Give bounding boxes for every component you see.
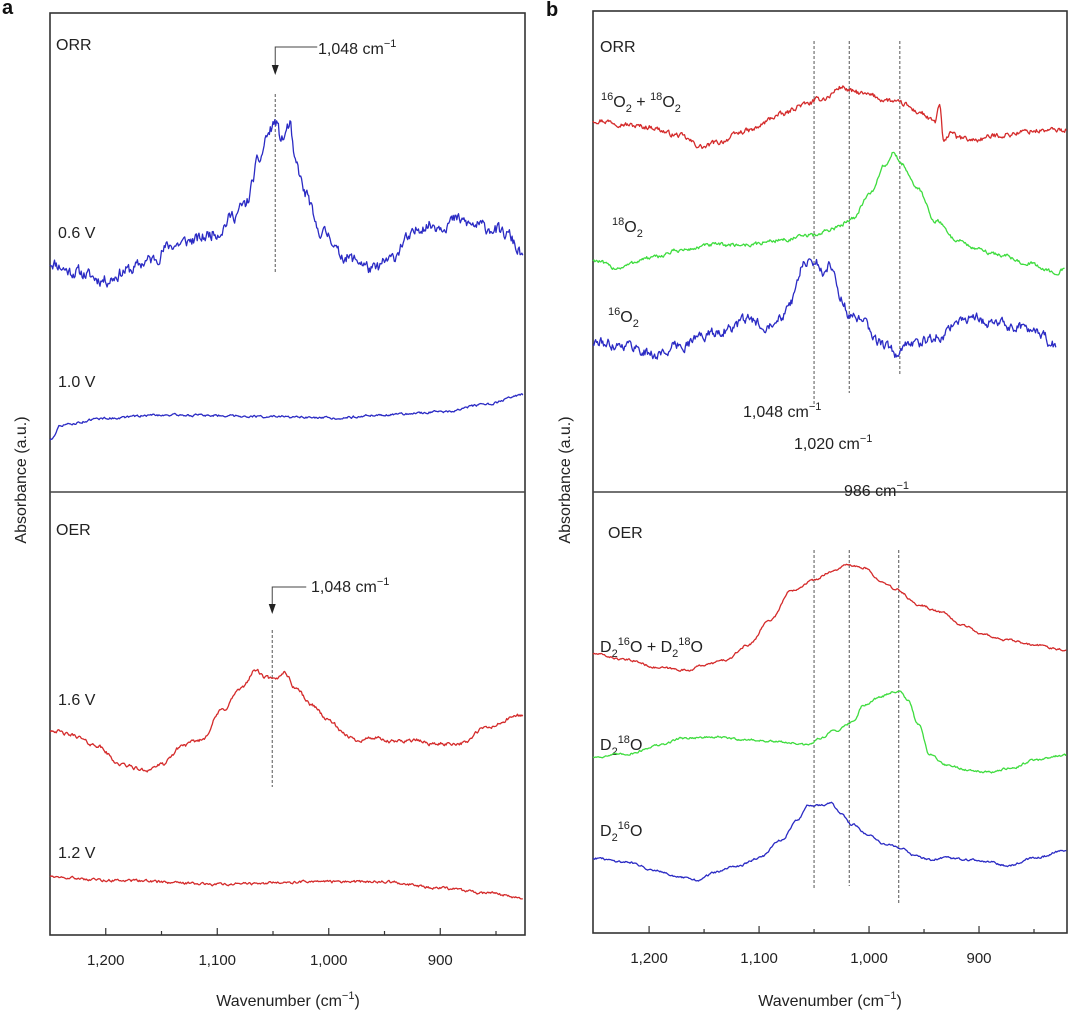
panel-a-oer-label: OER — [56, 522, 91, 539]
panel-a-orr-label: ORR — [56, 37, 92, 54]
panel-a-x-axis-label: Wavenumber (cm−1) — [216, 990, 360, 1010]
panel-b-series-labels: 16O2 + 18O2 18O2 16O2 D216O + D218O D218O D21… — [600, 91, 703, 844]
series-line-16o2 — [592, 258, 1057, 360]
panel-b-orr-label: ORR — [600, 39, 636, 56]
x-tick-label: 900 — [967, 950, 992, 967]
panel-a-x-ticks: 1,200 1,100 1,000 900 — [87, 928, 497, 969]
x-tick-label: 1,100 — [740, 950, 778, 967]
series-label: D216O + D218O — [600, 636, 703, 660]
panel-b-x-ticks: 1,200 1,100 1,000 900 — [630, 926, 1035, 967]
x-tick-label: 1,000 — [310, 952, 348, 969]
series-line-18o2 — [592, 151, 1065, 276]
panel-label-b: b — [546, 0, 558, 21]
panel-a-curves — [49, 119, 524, 900]
annotation-a-oer-1048: 1,048 cm−1 — [268, 576, 389, 787]
series-label: D216O — [600, 820, 642, 844]
panel-label-a: a — [2, 0, 14, 19]
panel-b-marker-lines — [813, 41, 901, 903]
annotation-label-1048: 1,048 cm−1 — [311, 576, 389, 596]
series-line-d2-16o-d2-18o — [592, 563, 1067, 672]
series-line-d2-18o — [592, 690, 1067, 774]
series-label: 18O2 — [612, 216, 643, 240]
series-line-0-6-v — [49, 119, 524, 288]
series-label-1-6v: 1.6 V — [58, 692, 96, 709]
series-line-d2-16o — [592, 801, 1067, 882]
series-label-0-6v: 0.6 V — [58, 225, 96, 242]
panel-a-frame — [49, 12, 526, 936]
x-tick-label: 1,000 — [850, 950, 888, 967]
annotation-a-orr-1048: 1,048 cm−1 — [271, 38, 396, 272]
arrowhead-icon — [268, 604, 276, 614]
panel-b-x-axis-label: Wavenumber (cm−1) — [758, 990, 902, 1010]
panel-b-y-axis-label: Absorbance (a.u.) — [557, 416, 574, 543]
panel-b-frame — [592, 10, 1068, 934]
series-line-1-2-v — [49, 875, 523, 900]
annotation-bracket — [271, 586, 307, 605]
panel-a-y-axis-label: Absorbance (a.u.) — [13, 416, 30, 543]
series-label: 16O2 + 18O2 — [601, 91, 681, 115]
annotation-label-1048: 1,048 cm−1 — [318, 38, 396, 58]
panel-b-curves — [592, 85, 1067, 882]
panel-a: ORR OER 0.6 V 1.0 V 1.6 V 1.2 V 1,048 cm… — [13, 12, 526, 1010]
x-tick-label: 900 — [428, 952, 453, 969]
annotation-label-986: 986 cm−1 — [844, 480, 909, 500]
arrowhead-icon — [271, 65, 279, 75]
series-line-16o2-18o2 — [592, 85, 1067, 150]
panel-b-oer-label: OER — [608, 525, 643, 542]
annotation-label-1048: 1,048 cm−1 — [743, 401, 821, 421]
series-line-1-6-v — [49, 668, 524, 773]
series-label: 16O2 — [608, 306, 639, 330]
annotation-bracket — [274, 46, 318, 66]
series-label-1-0v: 1.0 V — [58, 374, 96, 391]
x-tick-label: 1,200 — [630, 950, 668, 967]
series-label-1-2v: 1.2 V — [58, 845, 96, 862]
panel-b: ORR OER 16O2 + 18O2 18O2 16O2 D216O + D218O… — [557, 10, 1068, 1010]
annotation-label-1020: 1,020 cm−1 — [794, 433, 872, 453]
series-line-1-0-v — [49, 393, 524, 441]
series-label: D218O — [600, 734, 642, 758]
x-tick-label: 1,100 — [198, 952, 236, 969]
x-tick-label: 1,200 — [87, 952, 125, 969]
